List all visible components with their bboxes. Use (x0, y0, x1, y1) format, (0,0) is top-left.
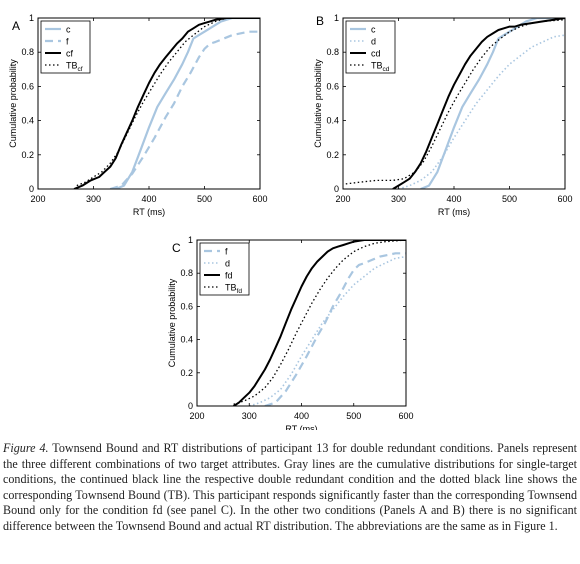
y-tick-label: 0.6 (21, 81, 34, 91)
y-tick-label: 1 (334, 13, 339, 23)
panel-c: C 200 300 400 500 600 0 0.2 0.4 0.6 0.8 1 RT (ms) Cum… (167, 235, 414, 430)
y-tick-label: 0.4 (21, 116, 34, 126)
series-line-c (115, 18, 260, 189)
legend-label-c: c (66, 25, 71, 35)
x-tick-label: 200 (30, 194, 45, 204)
x-tick-label: 400 (141, 194, 156, 204)
caption-text: Townsend Bound and RT distributions of p… (3, 441, 577, 533)
series-line-d (249, 255, 406, 406)
y-axis-label: Cumulative probability (8, 59, 18, 148)
series-line-f (264, 252, 406, 406)
legend-label-c: c (371, 25, 376, 35)
y-tick-label: 0 (334, 184, 339, 194)
legend-label-cd: cd (371, 49, 381, 59)
series-line-fd (233, 240, 406, 406)
series-line-cf (73, 18, 260, 189)
legend-label-subscript: cd (383, 66, 390, 73)
figure-panels: A 200 300 400 500 600 0 0.2 0.4 0.6 0.8 1 RT (ms) Cum… (8, 13, 573, 430)
panel-label-a: A (12, 19, 20, 33)
x-tick-label: 500 (197, 194, 212, 204)
x-tick-label: 300 (86, 194, 101, 204)
y-tick-label: 1 (29, 13, 34, 23)
legend-label-cf: cf (66, 49, 74, 59)
y-tick-label: 0.6 (326, 81, 339, 91)
x-tick-label: 400 (446, 194, 461, 204)
x-tick-label: 600 (557, 194, 572, 204)
series-line-d (398, 34, 565, 189)
legend-label-fd: fd (225, 271, 233, 281)
legend-label-d: d (225, 259, 230, 269)
y-tick-label: 0.2 (180, 368, 193, 378)
legend-label-subscript: cf (78, 66, 83, 73)
series-line-c (420, 18, 565, 189)
x-tick-label: 300 (242, 411, 257, 421)
x-tick-label: 200 (189, 411, 204, 421)
y-tick-label: 0.2 (21, 150, 34, 160)
y-tick-label: 0.6 (180, 301, 193, 311)
series-line-TBfd (233, 240, 406, 405)
legend-label-d: d (371, 37, 376, 47)
x-tick-label: 500 (346, 411, 361, 421)
x-tick-label: 300 (391, 194, 406, 204)
y-tick-label: 0 (188, 401, 193, 411)
legend-label-f: f (66, 37, 69, 47)
y-axis-label: Cumulative probability (167, 278, 177, 367)
y-tick-label: 0.4 (180, 335, 193, 345)
y-tick-label: 1 (188, 235, 193, 245)
legend-label-f: f (225, 247, 228, 257)
panel-label-c: C (172, 241, 181, 255)
series-line-f (109, 30, 260, 189)
x-tick-label: 200 (335, 194, 350, 204)
panel-a: A 200 300 400 500 600 0 0.2 0.4 0.6 0.8 1 RT (ms) Cum… (8, 13, 268, 217)
series-line-cd (392, 18, 565, 189)
panel-b: B 200 300 400 500 600 0 0.2 0.4 0.6 0.8 1 RT (ms) Cum… (313, 13, 573, 217)
y-tick-label: 0.8 (326, 47, 339, 57)
figure-caption: Figure 4. Townsend Bound and RT distribu… (3, 441, 577, 535)
y-tick-label: 0.8 (180, 268, 193, 278)
x-axis-label: RT (ms) (133, 207, 165, 217)
y-tick-label: 0.2 (326, 150, 339, 160)
series-line-TBcf (76, 18, 260, 187)
y-axis-label: Cumulative probability (313, 59, 323, 148)
x-axis-label: RT (ms) (285, 424, 317, 430)
x-tick-label: 600 (252, 194, 267, 204)
x-tick-label: 400 (294, 411, 309, 421)
caption-lead: Figure 4. (3, 441, 49, 455)
x-tick-label: 600 (398, 411, 413, 421)
x-axis-label: RT (ms) (438, 207, 470, 217)
x-tick-label: 500 (502, 194, 517, 204)
panel-label-b: B (316, 14, 324, 28)
y-tick-label: 0.4 (326, 116, 339, 126)
legend-label-subscript: fd (237, 288, 243, 295)
y-tick-label: 0.8 (21, 47, 34, 57)
y-tick-label: 0 (29, 184, 34, 194)
